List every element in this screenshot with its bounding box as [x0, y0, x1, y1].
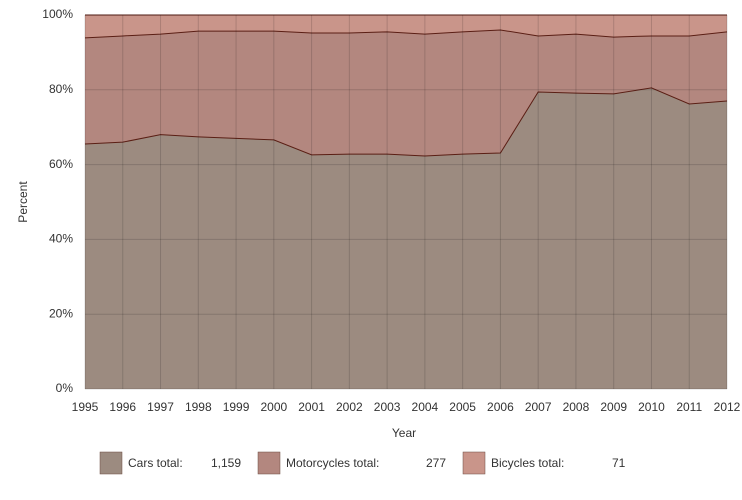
legend-label: Cars total: — [128, 456, 183, 470]
legend-value: 1,159 — [211, 456, 241, 470]
x-tick-label: 2001 — [298, 400, 325, 414]
y-axis-label: Percent — [16, 181, 30, 223]
legend-label: Bicycles total: — [491, 456, 564, 470]
x-tick-label: 1997 — [147, 400, 174, 414]
x-tick-label: 1998 — [185, 400, 212, 414]
legend-label: Motorcycles total: — [286, 456, 379, 470]
y-tick-label: 40% — [49, 232, 73, 246]
x-tick-label: 2004 — [412, 400, 439, 414]
legend-swatch — [99, 451, 123, 475]
area-edge — [84, 29, 728, 39]
area — [85, 29, 727, 156]
x-tick-label: 2012 — [714, 400, 741, 414]
x-tick-label: 1999 — [223, 400, 250, 414]
x-tick-label: 2000 — [260, 400, 287, 414]
area — [85, 15, 727, 38]
x-tick-label: 2007 — [525, 400, 552, 414]
legend-value: 71 — [612, 456, 626, 470]
y-tick-label: 100% — [42, 7, 73, 21]
x-tick-label: 1996 — [109, 400, 136, 414]
legend-value: 277 — [426, 456, 446, 470]
x-tick-label: 2006 — [487, 400, 514, 414]
legend-swatch — [462, 451, 486, 475]
y-tick-label: 0% — [56, 381, 74, 395]
x-tick-label: 2005 — [449, 400, 476, 414]
x-tick-label: 1995 — [72, 400, 99, 414]
x-tick-label: 2003 — [374, 400, 401, 414]
x-tick-label: 2008 — [563, 400, 590, 414]
x-tick-label: 2011 — [676, 400, 702, 414]
y-tick-label: 20% — [49, 306, 73, 320]
area-edge — [84, 87, 728, 157]
x-tick-label: 2002 — [336, 400, 363, 414]
x-tick-label: 2010 — [638, 400, 665, 414]
y-tick-label: 80% — [49, 82, 73, 96]
x-axis-label: Year — [392, 426, 416, 440]
x-tick-label: 2009 — [600, 400, 627, 414]
y-tick-label: 60% — [49, 157, 73, 171]
legend-swatch — [257, 451, 281, 475]
area — [85, 87, 727, 390]
